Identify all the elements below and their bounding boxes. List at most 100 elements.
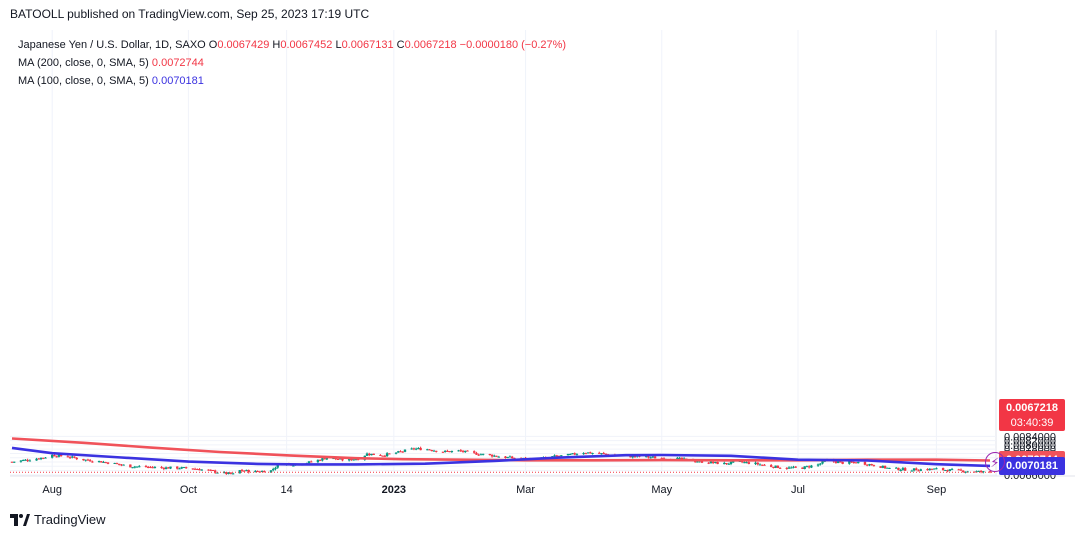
candle [55, 455, 58, 458]
candle-body [839, 461, 842, 463]
candle-body [254, 470, 257, 473]
candle-body [774, 465, 777, 468]
legend-ma200-row[interactable]: MA (200, close, 0, SMA, 5) 0.0072744 [18, 54, 566, 72]
candle [772, 466, 775, 469]
candle-body [147, 466, 150, 468]
candle [865, 464, 869, 467]
candle [941, 467, 945, 471]
candle [839, 461, 842, 463]
candle-body [316, 459, 320, 463]
candle-body [450, 450, 454, 452]
candle [414, 447, 418, 451]
candle-body [339, 458, 342, 460]
candle [446, 449, 449, 452]
candle [868, 463, 871, 467]
candle [182, 466, 186, 469]
candle-body [941, 468, 945, 470]
publish-attribution: BATOOLL published on TradingView.com, Se… [10, 7, 370, 21]
candle-body [323, 458, 326, 460]
candle [198, 468, 201, 471]
candle-body [88, 460, 92, 462]
candle-body [332, 458, 335, 460]
candle-body [897, 467, 900, 471]
candle-body [694, 461, 697, 463]
candle [104, 461, 107, 464]
candle-body [178, 468, 181, 470]
candle-body [745, 462, 748, 464]
candle [417, 447, 420, 450]
candle [834, 461, 838, 464]
candle [910, 469, 914, 472]
candle-body [341, 458, 344, 461]
ma100-line [11, 446, 991, 468]
candle-body [935, 468, 938, 470]
candle [71, 455, 74, 459]
candle-body [213, 470, 217, 473]
candle-body [39, 457, 43, 460]
candle-body [723, 462, 726, 465]
candle [805, 465, 809, 468]
candle-body [888, 467, 891, 469]
candle [13, 461, 16, 463]
candle-body [75, 457, 78, 460]
candle [660, 457, 663, 460]
candle [254, 470, 257, 473]
candle-body [399, 451, 402, 453]
candle [229, 472, 233, 475]
x-tick-label: Jul [791, 484, 805, 496]
candle-body [260, 470, 264, 472]
candle [504, 456, 507, 459]
high-label: H [272, 39, 281, 51]
candle [160, 465, 163, 469]
candle-body [227, 472, 230, 474]
candle-body [106, 462, 110, 464]
candle-body [725, 463, 728, 465]
candle [493, 454, 496, 457]
candle [441, 451, 445, 453]
candle-body [196, 468, 199, 470]
candle-body [167, 467, 170, 469]
candle-body [857, 461, 860, 464]
lightning-icon[interactable]: ⚡ [985, 452, 1005, 472]
candle-body [129, 464, 132, 468]
candle-body [42, 457, 45, 459]
candle-body [872, 465, 876, 467]
candle [932, 468, 936, 470]
candle-body [412, 448, 416, 450]
symbol-title[interactable]: Japanese Yen / U.S. Dollar, 1D, SAXO [18, 39, 206, 51]
candle-body [102, 461, 105, 463]
candle-body [647, 456, 650, 458]
candle-body [100, 461, 103, 463]
candle-body [761, 464, 764, 466]
candle-body [834, 461, 838, 463]
candle-body [383, 455, 387, 457]
open-label: O [208, 39, 218, 51]
candle-body [198, 469, 201, 471]
x-tick-label: Aug [42, 484, 62, 496]
candle-body [269, 470, 273, 473]
candle-body [944, 470, 947, 472]
y-tick-label: 0.0084000 [1004, 431, 1056, 443]
candle [787, 466, 791, 469]
close-label: C [396, 39, 405, 51]
candle [383, 454, 387, 457]
candle [131, 467, 134, 469]
candle [935, 467, 938, 470]
candle [756, 462, 759, 466]
candle [245, 469, 248, 472]
candle [497, 455, 500, 458]
candle [459, 449, 463, 452]
candle-body [600, 453, 603, 455]
candle-body [950, 469, 954, 471]
candle-body [428, 449, 431, 451]
candle-body [381, 455, 384, 457]
candle [394, 452, 398, 455]
candle [19, 460, 23, 463]
footer-brand[interactable]: TradingView [10, 512, 106, 527]
candle-body [490, 454, 494, 457]
candle [399, 450, 402, 453]
legend-ma100-row[interactable]: MA (100, close, 0, SMA, 5) 0.0070181 [18, 72, 566, 90]
candle-body [24, 459, 27, 461]
candle-body [792, 466, 795, 468]
